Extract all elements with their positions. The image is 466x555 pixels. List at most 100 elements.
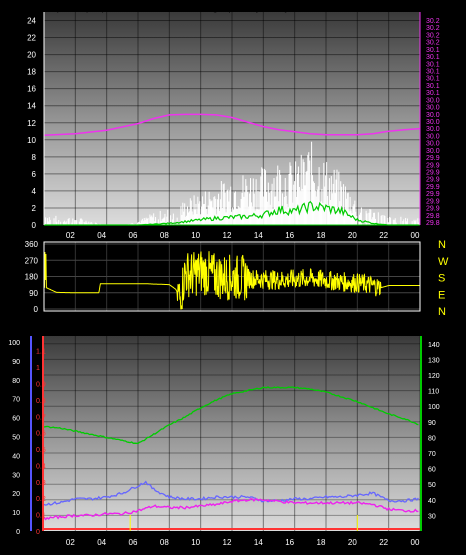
x-tick-label: 14: [254, 538, 263, 547]
barometer-tick-label: 29.9: [426, 177, 440, 184]
windspeed-tick-label: 18: [27, 68, 36, 77]
barometer-tick-label: 30.0: [426, 105, 440, 112]
x-tick-label: 14: [254, 231, 263, 240]
barometer-line: [43, 113, 421, 136]
compass-label: N: [438, 239, 446, 251]
temperature-tick-label: 140: [428, 342, 440, 349]
temperature-tick-label: 90: [428, 420, 436, 427]
windspeed-tick-label: 4: [32, 187, 37, 196]
x-tick-label: 02: [66, 538, 75, 547]
barometer-tick-label: 29.9: [426, 170, 440, 177]
humidity-tick-label: 80: [12, 378, 20, 385]
temperature-tick-label: 130: [428, 357, 440, 364]
temperature-line: [43, 386, 419, 445]
x-tick-label: 00: [411, 231, 420, 240]
humidity-tick-label: 60: [12, 416, 20, 423]
x-tick-label: 22: [379, 231, 388, 240]
x-tick-label: 00: [411, 538, 420, 547]
compass-label: E: [438, 289, 445, 301]
humidity-tick-label: 40: [12, 453, 20, 460]
barometer-tick-label: 30.0: [426, 141, 440, 148]
humidity-tick-label: 30: [12, 472, 20, 479]
direction-tick-label: 0: [34, 305, 39, 314]
windspeed-tick-label: 10: [27, 136, 36, 145]
barometer-tick-label: 30.0: [426, 133, 440, 140]
direction-tick-label: 270: [25, 256, 39, 265]
rainfall-tick-label: 0.3: [36, 480, 46, 487]
barometer-tick-label: 30.2: [426, 25, 440, 32]
x-tick-label: 08: [160, 231, 169, 240]
humidity-tick-label: 10: [12, 510, 20, 517]
x-tick-label: 18: [317, 538, 326, 547]
plot-area-1: [44, 12, 420, 225]
x-tick-label: 12: [223, 231, 232, 240]
x-tick-label: 22: [379, 538, 388, 547]
rainfall-axis-label: Rainfall (.in): [0, 321, 59, 333]
humidity-tick-label: 50: [12, 435, 20, 442]
x-tick-label: 18: [317, 231, 326, 240]
temperature-tick-label: 110: [428, 389, 439, 396]
rainfall-tick-label: 1.1: [36, 349, 46, 356]
x-tick-label: 06: [129, 231, 138, 240]
temperature-tick-label: 40: [428, 498, 436, 505]
humidity-tick-label: 20: [12, 491, 20, 498]
x-tick-label: 20: [348, 231, 357, 240]
barometer-tick-label: 29.8: [426, 220, 440, 227]
barometer-tick-label: 30.1: [426, 76, 440, 83]
barometer-tick-label: 30.1: [426, 47, 440, 54]
x-tick-label: 10: [191, 231, 200, 240]
compass-label: W: [438, 256, 449, 268]
x-tick-label: 08: [160, 538, 169, 547]
x-tick-label: 06: [129, 538, 138, 547]
humidity-tick-label: 90: [12, 359, 20, 366]
barometer-tick-label: 29.9: [426, 155, 440, 162]
x-tick-label: 02: [66, 231, 75, 240]
barometer-tick-label: 29.9: [426, 191, 440, 198]
windspeed-tick-label: 24: [27, 17, 36, 26]
barometer-tick-label: 29.9: [426, 162, 440, 169]
dewpoint-line: [43, 497, 419, 521]
windspeed-tick-label: 20: [27, 51, 36, 60]
rainfall-tick-label: 0.6: [36, 431, 46, 438]
barometer-tick-label: 30.2: [426, 40, 440, 47]
x-tick-label: 20: [348, 538, 357, 547]
rainfall-tick-label: 1: [36, 365, 40, 372]
humidity-axis-label: Humidity: [66, 321, 109, 333]
x-tick-label: 12: [223, 538, 232, 547]
barometer-tick-label: 30.1: [426, 90, 440, 97]
rainfall-tick-label: 0: [36, 529, 40, 536]
temperature-tick-label: 120: [428, 373, 440, 380]
temperature-tick-label: 30: [428, 513, 436, 520]
temperature-axis-label: Temperature (°F): [312, 321, 396, 333]
rainfall-tick-label: 0.8: [36, 398, 46, 405]
windspeed-tick-label: 0: [32, 221, 37, 230]
windspeed-tick-label: 22: [27, 34, 36, 43]
barometer-tick-label: 30.0: [426, 97, 440, 104]
x-tick-label: 16: [285, 538, 294, 547]
dewpoint-axis-label: Dew Point (°F): [394, 321, 466, 333]
barometer-tick-label: 29.9: [426, 198, 440, 205]
compass-label: S: [438, 273, 445, 285]
temperature-tick-label: 60: [428, 467, 436, 474]
barometer-tick-label: 30.1: [426, 83, 440, 90]
barometer-tick-label: 29.9: [426, 184, 440, 191]
barometer-tick-label: 30.0: [426, 126, 440, 133]
direction-tick-label: 180: [25, 273, 39, 282]
windspeed-axis-label: Windspeed (kts): [26, 1, 106, 13]
barometer-tick-label: 29.9: [426, 206, 440, 213]
x-tick-label: 16: [285, 231, 294, 240]
humidity-line: [43, 480, 419, 506]
direction-tick-label: 90: [29, 289, 38, 298]
windspeed-tick-label: 16: [27, 85, 36, 94]
humidity-tick-label: 100: [8, 340, 20, 347]
direction-frame: [43, 241, 421, 312]
rainfall-tick-label: 0.2: [36, 496, 46, 503]
rainfall-tick-label: 0.7: [36, 414, 46, 421]
x-tick-label: 04: [97, 538, 106, 547]
rainfall-tick-label: 0.4: [36, 463, 46, 470]
windspeed-tick-label: 6: [32, 170, 37, 179]
rainfall-tick-label: 0.1: [36, 513, 46, 520]
plot-area-3: [44, 336, 420, 531]
